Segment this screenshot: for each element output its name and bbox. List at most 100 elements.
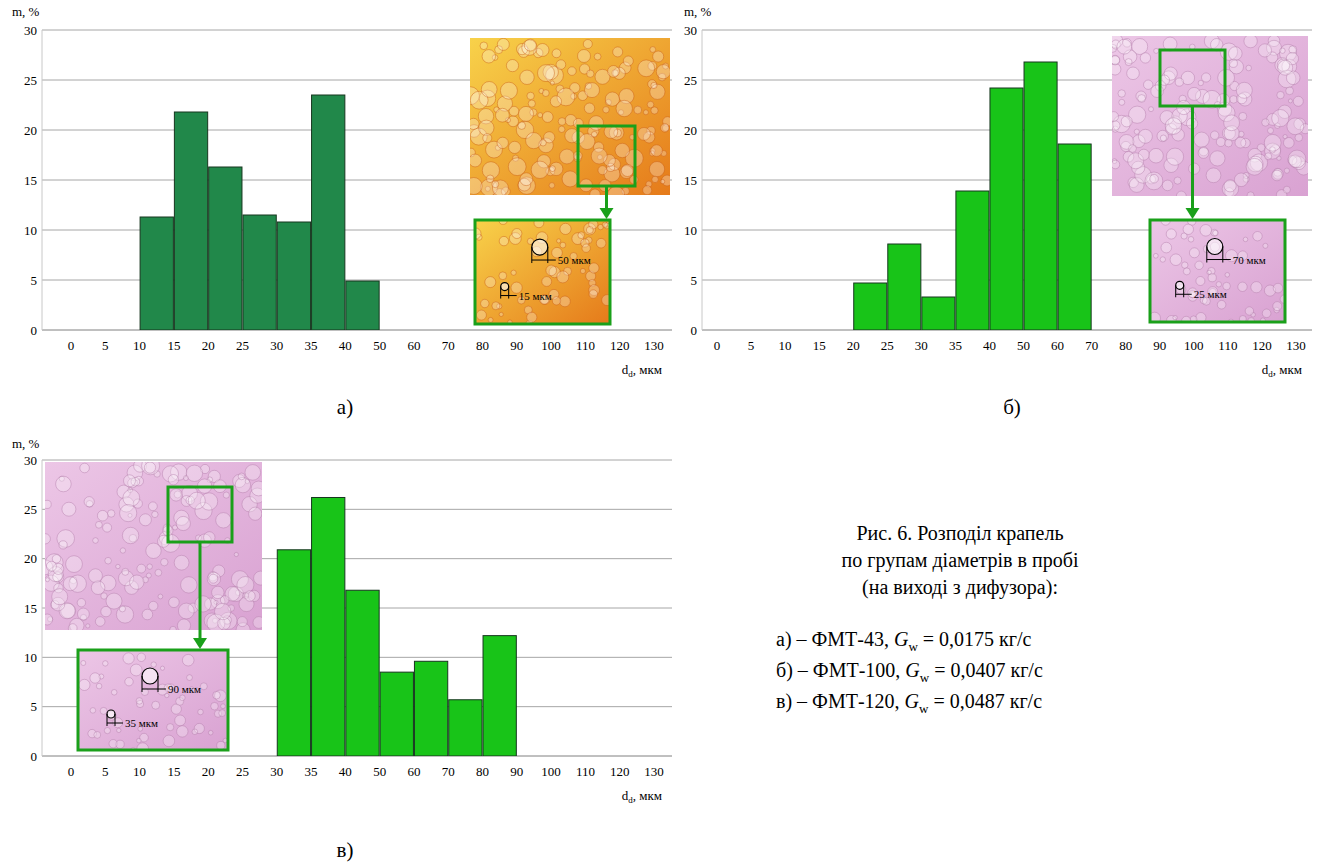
bar: [922, 297, 955, 330]
droplet: [137, 653, 145, 661]
bar: [243, 215, 276, 330]
bar: [312, 497, 345, 756]
y-axis-title: m, %: [684, 4, 712, 19]
droplet: [1236, 82, 1252, 98]
droplet: [587, 70, 594, 77]
x-tick-label: 60: [407, 338, 420, 353]
droplet: [589, 116, 604, 131]
droplet: [1277, 91, 1284, 98]
droplet: [1149, 148, 1164, 163]
droplet: [155, 569, 162, 576]
caption-item: а) – ФМТ-43, Gw = 0,0175 кг/с: [776, 628, 1032, 654]
bar: [854, 283, 887, 330]
droplet: [1251, 282, 1262, 293]
droplet: [207, 572, 220, 585]
droplet: [1235, 137, 1246, 148]
droplet: [147, 564, 152, 569]
droplet: [531, 161, 548, 178]
droplet: [1273, 283, 1283, 293]
x-tick-label: 120: [610, 764, 630, 779]
droplet: [254, 571, 262, 585]
droplet: [506, 60, 518, 72]
droplet: [130, 664, 142, 676]
droplet: [105, 557, 112, 564]
droplet: [1206, 168, 1221, 183]
droplet: [91, 581, 105, 595]
x-tick-label: 30: [270, 764, 283, 779]
droplet: [122, 568, 129, 575]
caption-item-suffix: = 0,0407 кг/с: [929, 659, 1043, 681]
droplet: [238, 473, 245, 480]
droplet: [1161, 242, 1172, 253]
droplet: [1207, 270, 1211, 274]
droplet: [90, 673, 100, 683]
droplet: [596, 238, 606, 248]
droplet: [130, 575, 144, 589]
droplet: [1198, 148, 1209, 159]
bar: [1024, 62, 1057, 330]
droplet: [46, 561, 56, 571]
inset-zoom: [78, 650, 228, 750]
caption-line: Рис. 6. Розподіл крапель: [856, 522, 1063, 545]
droplet: [168, 475, 178, 485]
x-tick-label: 0: [68, 338, 75, 353]
bars: [854, 62, 1091, 330]
x-tick-label: 5: [102, 764, 109, 779]
droplet: [200, 683, 207, 690]
x-tick-label: 35: [305, 338, 318, 353]
bar: [277, 550, 310, 756]
droplet: [520, 70, 534, 84]
droplet: [120, 504, 137, 521]
x-tick-label: 80: [476, 764, 489, 779]
droplet: [584, 103, 594, 113]
droplet: [1229, 59, 1237, 67]
dimension-tick: [107, 714, 108, 726]
droplet: [648, 80, 657, 89]
x-tick-label: 90: [510, 764, 523, 779]
bars: [140, 95, 379, 330]
x-tick-label: 20: [202, 764, 215, 779]
x-tick-label: 90: [1153, 338, 1166, 353]
droplet: [1125, 59, 1132, 66]
droplet: [552, 49, 561, 58]
droplet: [550, 166, 556, 172]
bar: [483, 636, 516, 756]
bar: [346, 590, 379, 756]
droplet: [638, 60, 655, 77]
droplet: [492, 181, 499, 188]
droplet: [1246, 65, 1252, 71]
droplet: [651, 145, 663, 157]
droplet: [1119, 99, 1125, 105]
droplet: [1176, 191, 1186, 196]
caption-item-var: G: [894, 628, 909, 650]
droplet: [1194, 132, 1209, 147]
droplet: [578, 232, 585, 239]
droplet: [123, 653, 134, 664]
bar: [990, 88, 1023, 330]
y-axis-title: m, %: [12, 4, 40, 19]
droplet: [215, 603, 231, 619]
x-tick-label: 130: [644, 338, 664, 353]
droplets: [1112, 36, 1308, 196]
droplet: [125, 678, 133, 686]
grid-line: [702, 30, 1312, 31]
bar: [888, 244, 921, 330]
droplet: [499, 312, 503, 316]
droplet: [90, 708, 96, 714]
droplet: [1283, 186, 1290, 193]
dimension-tick: [500, 287, 501, 299]
panel-label: в): [337, 838, 354, 862]
droplet: [512, 229, 522, 239]
x-tick-label: 25: [236, 338, 249, 353]
y-tick-label: 30: [684, 23, 697, 38]
x-tick-label: 30: [270, 338, 283, 353]
droplet: [169, 597, 180, 608]
caption-item: б) – ФМТ-100, Gw = 0,0407 кг/с: [776, 659, 1043, 685]
x-tick-label: 35: [949, 338, 962, 353]
bar: [277, 222, 310, 330]
droplet: [170, 489, 182, 501]
arrow-head: [1186, 208, 1200, 219]
x-tick-label: 130: [644, 764, 664, 779]
droplet: [1224, 115, 1240, 131]
droplet: [1234, 173, 1248, 187]
